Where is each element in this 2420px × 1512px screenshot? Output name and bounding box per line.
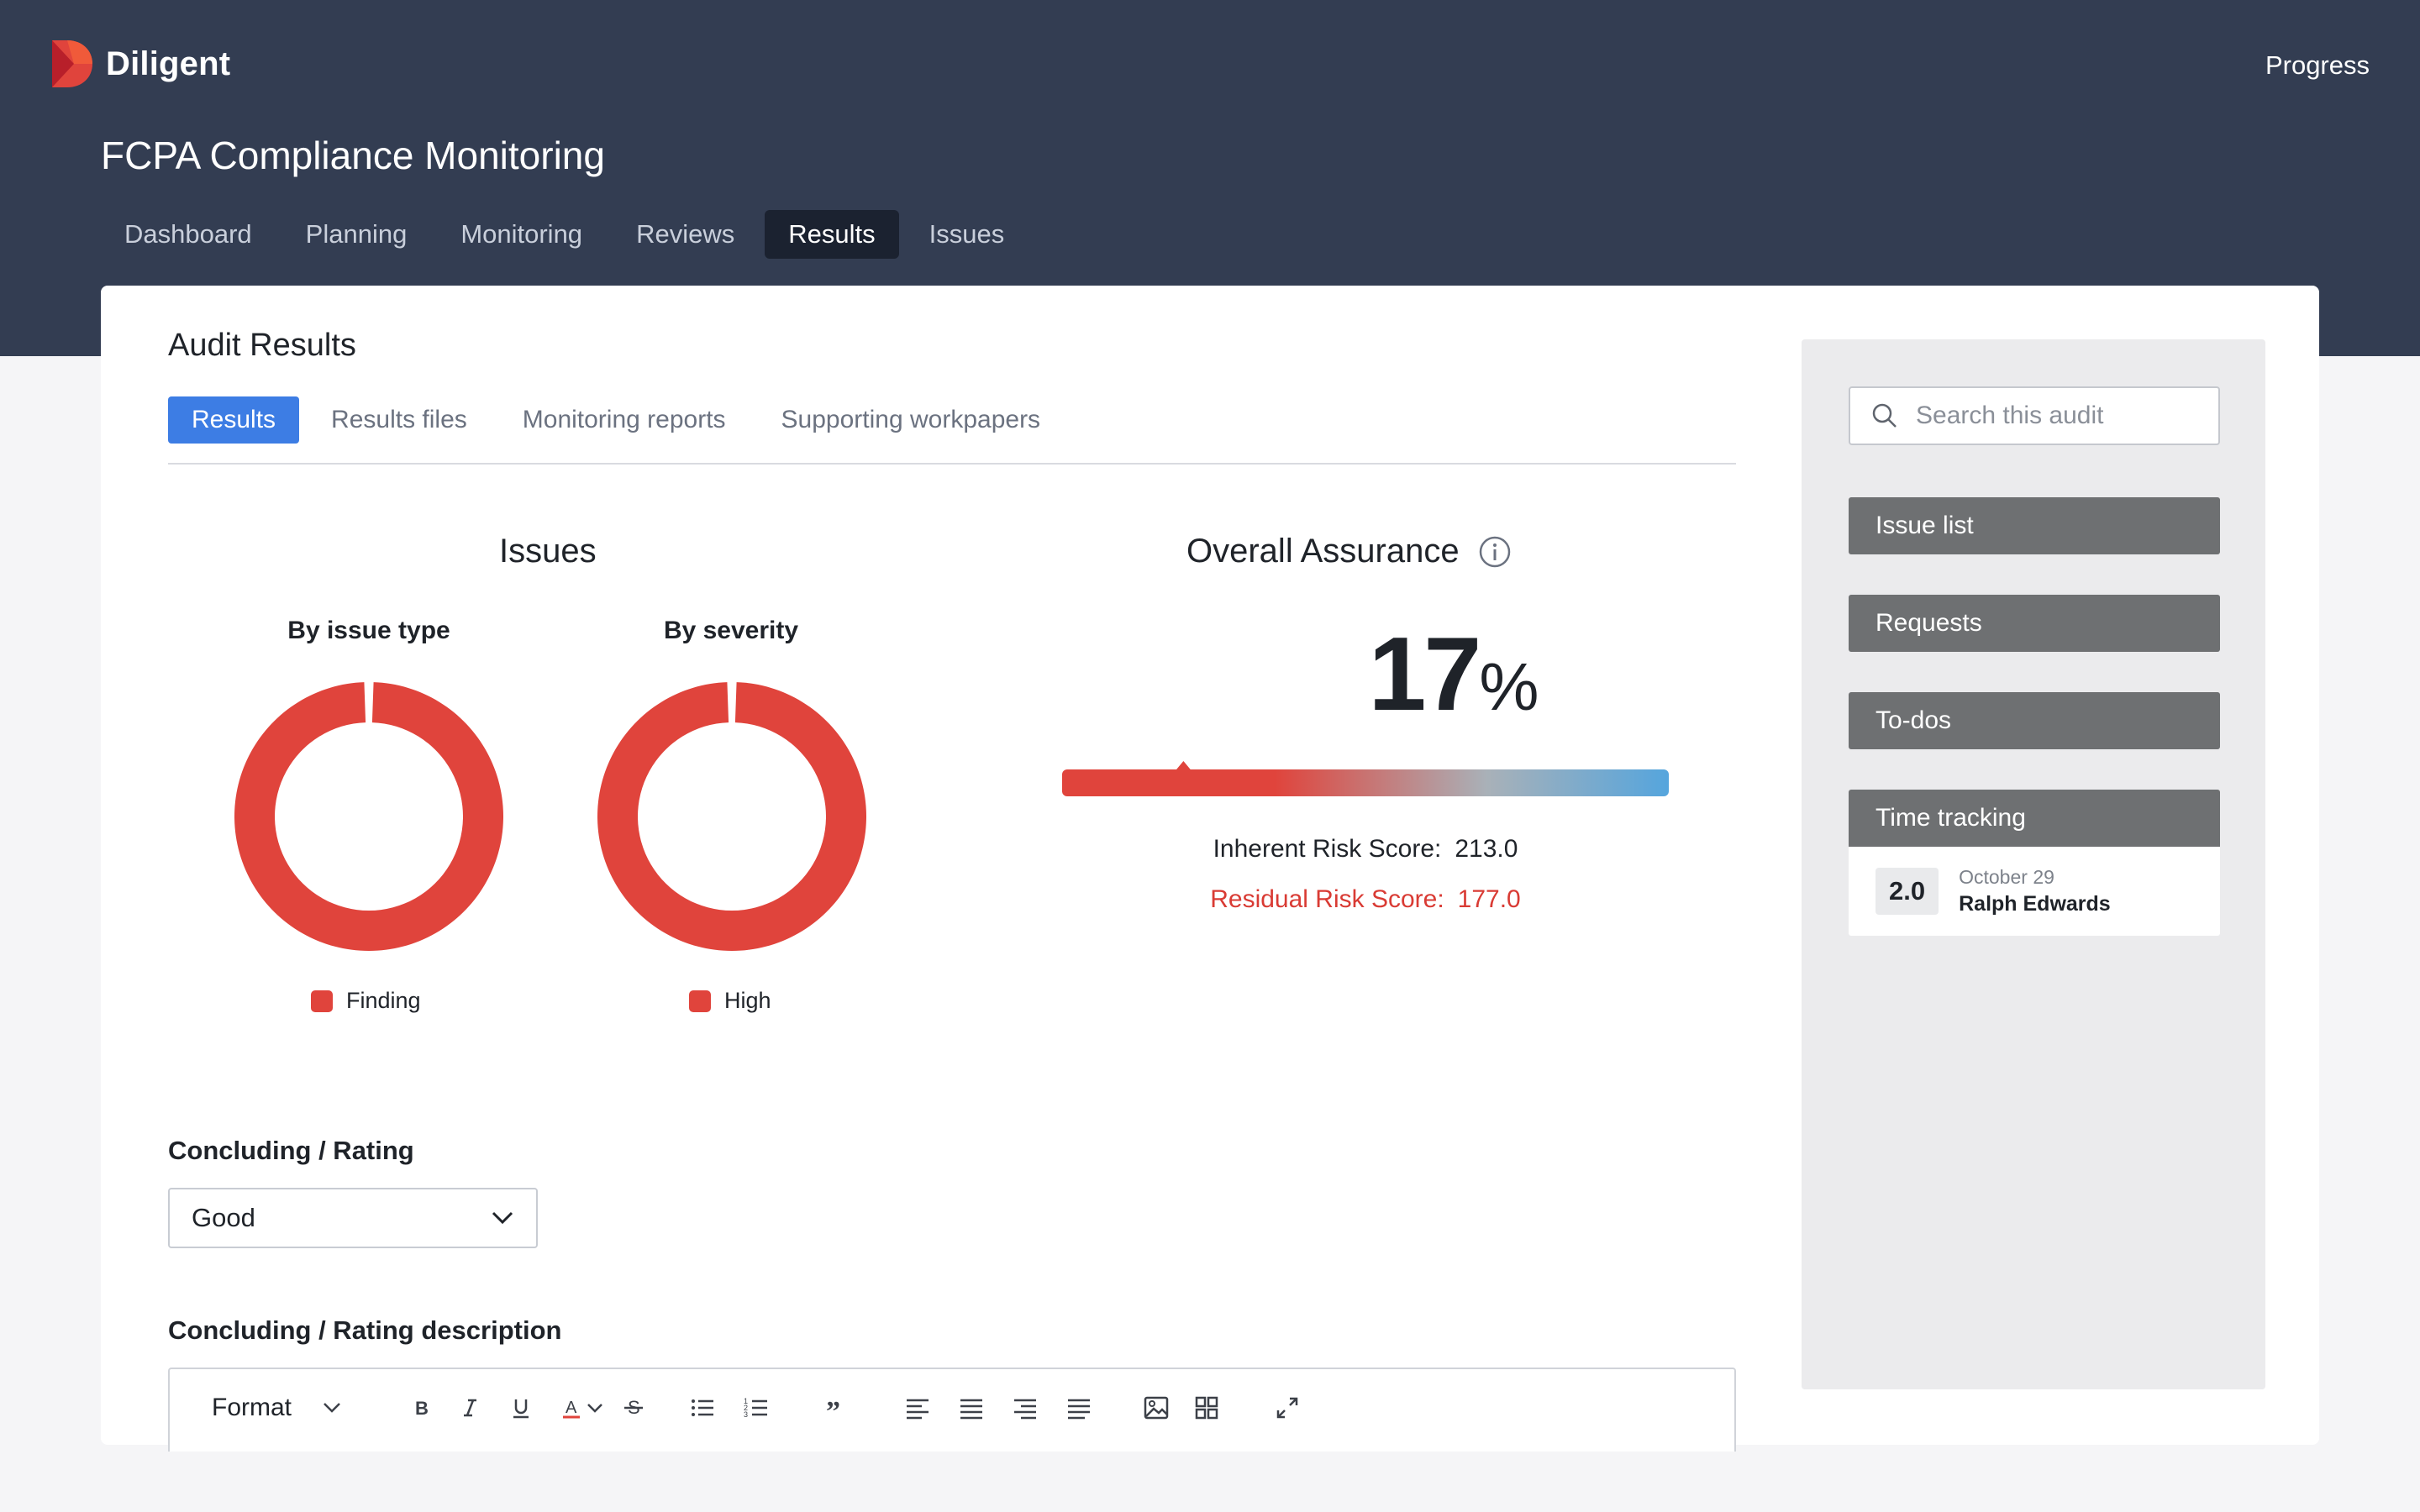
strikethrough-icon[interactable]: S	[619, 1394, 648, 1422]
rating-label: Concluding / Rating	[168, 1136, 414, 1165]
tab-supporting-workpapers[interactable]: Supporting workpapers	[781, 406, 1041, 433]
svg-text:2: 2	[744, 1404, 748, 1412]
residual-value: 177.0	[1457, 885, 1521, 913]
search-field[interactable]	[1849, 386, 2220, 445]
issue-type-slice-finding[interactable]	[234, 682, 503, 951]
time-hours: 2.0	[1876, 868, 1939, 915]
brand-name: Diligent	[106, 45, 231, 82]
rating-select[interactable]: Good	[168, 1188, 538, 1248]
side-panel: Issue list Requests To-dos Time tracking…	[1802, 339, 2265, 1389]
svg-text:1: 1	[744, 1397, 748, 1405]
high-legend-label: High	[724, 988, 771, 1013]
assurance-percent: 17%	[1277, 615, 1630, 734]
finding-swatch	[311, 990, 333, 1012]
assurance-title-row: Overall Assurance	[1186, 533, 1512, 570]
time-date: October 29	[1959, 866, 2054, 888]
info-icon[interactable]	[1478, 535, 1512, 569]
issue-type-donut	[234, 682, 503, 951]
insert-image-icon[interactable]	[1142, 1394, 1171, 1422]
chevron-down-icon	[324, 1403, 340, 1413]
assurance-percent-sign: %	[1479, 649, 1539, 724]
nav-reviews[interactable]: Reviews	[636, 219, 735, 249]
todos-button[interactable]: To-dos	[1849, 692, 2220, 749]
severity-legend: High	[689, 988, 771, 1014]
chevron-down-icon	[492, 1211, 513, 1225]
svg-text:”: ”	[826, 1396, 840, 1422]
by-issue-type-label: By issue type	[287, 617, 450, 644]
align-left-icon[interactable]	[903, 1394, 932, 1422]
align-justify-icon[interactable]	[1065, 1394, 1093, 1422]
issue-type-legend: Finding	[311, 988, 421, 1014]
nav-monitoring[interactable]: Monitoring	[460, 219, 583, 249]
severity-slice-high[interactable]	[597, 682, 866, 951]
bold-icon[interactable]: B	[406, 1394, 434, 1422]
text-color-icon[interactable]: A	[557, 1394, 586, 1422]
finding-legend-label: Finding	[346, 988, 421, 1013]
brand-logo[interactable]: Diligent	[49, 39, 230, 89]
nav-issues[interactable]: Issues	[929, 219, 1005, 249]
insert-table-icon[interactable]	[1192, 1394, 1221, 1422]
nav-dashboard[interactable]: Dashboard	[124, 219, 252, 249]
rating-description-label: Concluding / Rating description	[168, 1315, 562, 1345]
assurance-percent-value: 17	[1368, 617, 1481, 732]
time-meta: October 29 Ralph Edwards	[1959, 866, 2111, 916]
page-title: FCPA Compliance Monitoring	[101, 134, 605, 177]
time-entry[interactable]: 2.0 October 29 Ralph Edwards	[1849, 847, 2220, 936]
align-center-icon[interactable]	[957, 1394, 986, 1422]
time-user: Ralph Edwards	[1959, 892, 2111, 916]
format-label: Format	[212, 1394, 292, 1421]
tab-results[interactable]: Results	[168, 396, 300, 444]
inherent-label: Inherent Risk Score:	[1213, 835, 1442, 863]
progress-link[interactable]: Progress	[2265, 50, 2370, 80]
fullscreen-icon[interactable]	[1273, 1394, 1302, 1422]
issue-list-button[interactable]: Issue list	[1849, 497, 2220, 554]
residual-label: Residual Risk Score:	[1210, 885, 1444, 913]
nav-results[interactable]: Results	[765, 210, 899, 259]
gauge-bar	[1062, 769, 1669, 796]
assurance-title: Overall Assurance	[1186, 533, 1460, 570]
search-input[interactable]	[1916, 402, 2202, 430]
results-tabs: Results Results files Monitoring reports…	[168, 396, 1064, 444]
severity-donut	[597, 682, 866, 951]
inherent-value: 213.0	[1455, 835, 1518, 863]
diligent-logo-icon	[52, 40, 92, 87]
time-tracking-button[interactable]: Time tracking	[1849, 790, 2220, 847]
svg-text:A: A	[566, 1399, 577, 1417]
requests-button[interactable]: Requests	[1849, 595, 2220, 652]
main-nav: Dashboard Planning Monitoring Reviews Re…	[101, 210, 1028, 259]
italic-icon[interactable]	[456, 1394, 485, 1422]
underline-icon[interactable]	[507, 1394, 535, 1422]
tab-monitoring-reports[interactable]: Monitoring reports	[522, 406, 726, 433]
bullet-list-icon[interactable]	[688, 1394, 717, 1422]
tab-divider	[168, 463, 1736, 465]
inherent-risk-score: Inherent Risk Score: 213.0	[1062, 835, 1669, 864]
issue-type-donut-slices	[234, 682, 503, 951]
svg-text:3: 3	[744, 1410, 748, 1419]
issues-title: Issues	[499, 533, 597, 570]
nav-planning[interactable]: Planning	[305, 219, 408, 249]
rating-value: Good	[192, 1203, 255, 1232]
by-severity-label: By severity	[663, 617, 799, 644]
residual-risk-score: Residual Risk Score: 177.0	[1062, 885, 1669, 914]
format-dropdown[interactable]: Format	[212, 1394, 342, 1422]
blockquote-icon[interactable]: ”	[823, 1394, 851, 1422]
severity-donut-slices	[597, 682, 866, 951]
high-swatch	[689, 990, 711, 1012]
gauge-marker	[1175, 761, 1192, 771]
svg-text:B: B	[415, 1398, 429, 1419]
chevron-down-icon[interactable]	[586, 1394, 604, 1422]
section-title: Audit Results	[168, 328, 356, 363]
assurance-gauge	[1062, 761, 1669, 796]
tab-results-files[interactable]: Results files	[331, 406, 467, 433]
search-icon	[1872, 403, 1897, 428]
align-right-icon[interactable]	[1011, 1394, 1039, 1422]
